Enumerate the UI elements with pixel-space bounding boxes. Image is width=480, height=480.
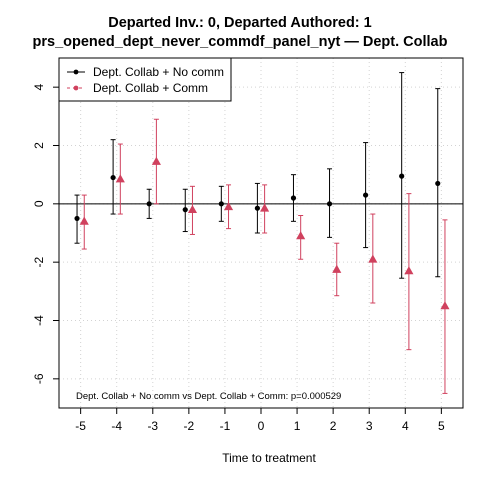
data-point [363,192,369,198]
y-tick-label: 2 [32,142,46,149]
data-point [115,174,125,183]
data-point [368,254,378,263]
x-tick-label: -1 [220,419,231,433]
x-tick-label: 2 [330,419,337,433]
legend-marker [73,85,79,91]
data-point [223,201,234,211]
legend-label: Dept. Collab + Comm [93,81,208,95]
series-1 [79,118,450,394]
x-tick-label: 4 [402,419,409,433]
y-tick-label: 4 [32,84,46,91]
y-tick-label: -4 [32,315,46,326]
chart-marks [74,72,450,394]
chart-title: Departed Inv.: 0, Departed Authored: 1 [108,15,371,31]
legend-marker [73,69,79,75]
data-point [218,201,224,207]
x-tick-label: 0 [258,419,265,433]
x-tick-label: 1 [294,419,301,433]
legend-box [58,57,232,102]
chart-annotation: Dept. Collab + No comm vs Dept. Collab +… [76,391,341,402]
x-axis: -5 -4 -3 -2 -1 0 1 2 3 4 5 [75,407,445,433]
data-point [79,216,89,225]
x-tick-label: -3 [147,419,158,433]
data-point [440,301,450,310]
y-axis: -6 -4 -2 0 2 4 [32,84,60,384]
data-point [110,174,116,181]
data-point [326,201,333,207]
data-point [187,204,198,214]
x-tick-label: -5 [75,419,86,433]
data-point [332,264,342,273]
data-point [260,203,270,212]
data-point [404,266,414,275]
data-point [146,201,152,207]
legend-label: Dept. Collab + No comm [93,65,224,79]
legend: Dept. Collab + No comm Dept. Collab + Com… [58,57,232,102]
grid [59,58,463,408]
data-point [151,156,161,165]
x-tick-label: 5 [438,419,445,433]
data-point [74,215,80,222]
series-0 [74,72,441,279]
x-tick-label: -4 [111,419,122,433]
y-tick-label: -6 [32,373,46,384]
x-tick-label: 3 [366,419,373,433]
y-tick-label: -2 [32,257,46,268]
data-point [182,207,188,213]
x-axis-title: Time to treatment [222,451,316,465]
data-point [296,231,306,240]
data-point [399,173,405,179]
y-tick-label: 0 [32,200,46,207]
x-tick-label: -2 [184,419,195,433]
data-point [435,180,441,187]
data-point [290,195,297,201]
chart-subtitle: prs_opened_dept_never_commdf_panel_nyt —… [33,34,448,50]
data-point [254,205,260,211]
